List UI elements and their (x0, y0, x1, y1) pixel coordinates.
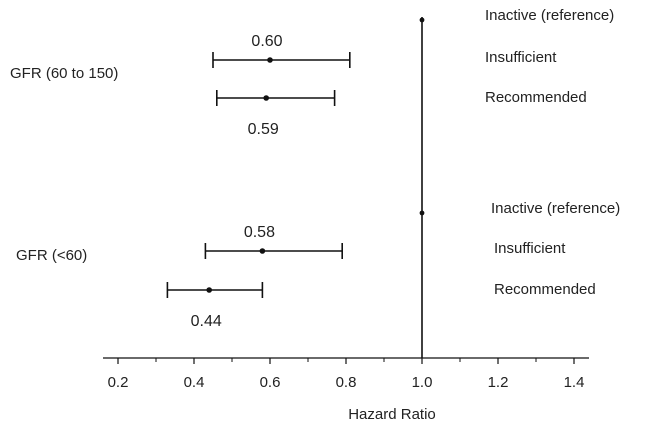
row-label: Recommended (494, 281, 596, 298)
row-label: Recommended (485, 89, 587, 106)
x-tick-label: 1.4 (564, 374, 585, 391)
point-estimate (267, 57, 273, 63)
x-tick-label: 1.0 (412, 374, 433, 391)
value-label: 0.44 (191, 313, 222, 330)
group-label: GFR (60 to 150) (10, 65, 118, 82)
value-label: 0.58 (244, 224, 275, 241)
x-axis-title: Hazard Ratio (348, 406, 436, 423)
x-tick-label: 0.8 (336, 374, 357, 391)
value-label: 0.60 (251, 33, 282, 50)
point-estimate (259, 248, 266, 254)
value-label: 0.59 (248, 121, 279, 138)
row-label: Inactive (reference) (491, 200, 620, 217)
labels-layer: GFR (60 to 150) Inactive (reference) Insuf… (10, 7, 620, 330)
x-tick-label: 1.2 (488, 374, 509, 391)
point-estimate (419, 210, 425, 216)
group-label: GFR (<60) (16, 247, 87, 264)
x-axis: 0.2 0.4 0.6 0.8 1.0 1.2 1.4 (103, 357, 589, 391)
point-estimate (419, 17, 425, 23)
row-label: Insufficient (494, 240, 566, 257)
x-tick-label: 0.2 (108, 374, 129, 391)
estimates-layer (166, 17, 425, 298)
row-label: Insufficient (485, 49, 557, 66)
x-tick-label: 0.4 (184, 374, 205, 391)
row-label: Inactive (reference) (485, 7, 614, 24)
x-tick-label: 0.6 (260, 374, 281, 391)
point-estimate (206, 287, 212, 293)
point-estimate (263, 95, 270, 101)
